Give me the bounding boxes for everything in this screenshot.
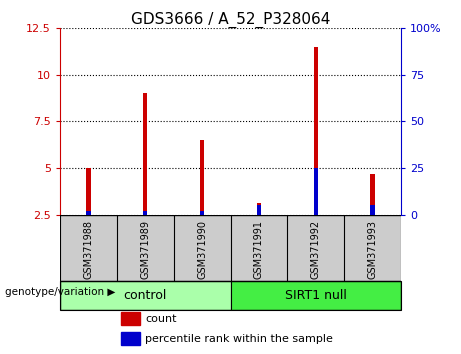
Text: GSM371992: GSM371992 [311, 220, 321, 279]
Text: count: count [145, 314, 177, 324]
Text: GSM371988: GSM371988 [83, 220, 94, 279]
Bar [313, 168, 318, 215]
Text: genotype/variation ▶: genotype/variation ▶ [5, 287, 115, 297]
Title: GDS3666 / A_52_P328064: GDS3666 / A_52_P328064 [131, 12, 330, 28]
Bar [200, 140, 204, 215]
Bar [86, 168, 91, 215]
Bar [313, 47, 318, 215]
Bar [86, 211, 91, 215]
Bar [121, 312, 140, 325]
Text: GSM371991: GSM371991 [254, 220, 264, 279]
Text: percentile rank within the sample: percentile rank within the sample [145, 334, 333, 344]
FancyBboxPatch shape [230, 281, 401, 310]
Bar [370, 205, 375, 215]
Bar [370, 173, 375, 215]
Bar [200, 211, 204, 215]
Bar [143, 93, 148, 215]
Text: SIRT1 null: SIRT1 null [285, 289, 347, 302]
Text: GSM371989: GSM371989 [140, 220, 150, 279]
Bar [121, 332, 140, 345]
Bar [257, 205, 261, 215]
Text: GSM371993: GSM371993 [367, 220, 378, 279]
FancyBboxPatch shape [60, 281, 230, 310]
Text: control: control [124, 289, 167, 302]
Text: GSM371990: GSM371990 [197, 220, 207, 279]
Bar [143, 211, 148, 215]
Bar [257, 203, 261, 215]
